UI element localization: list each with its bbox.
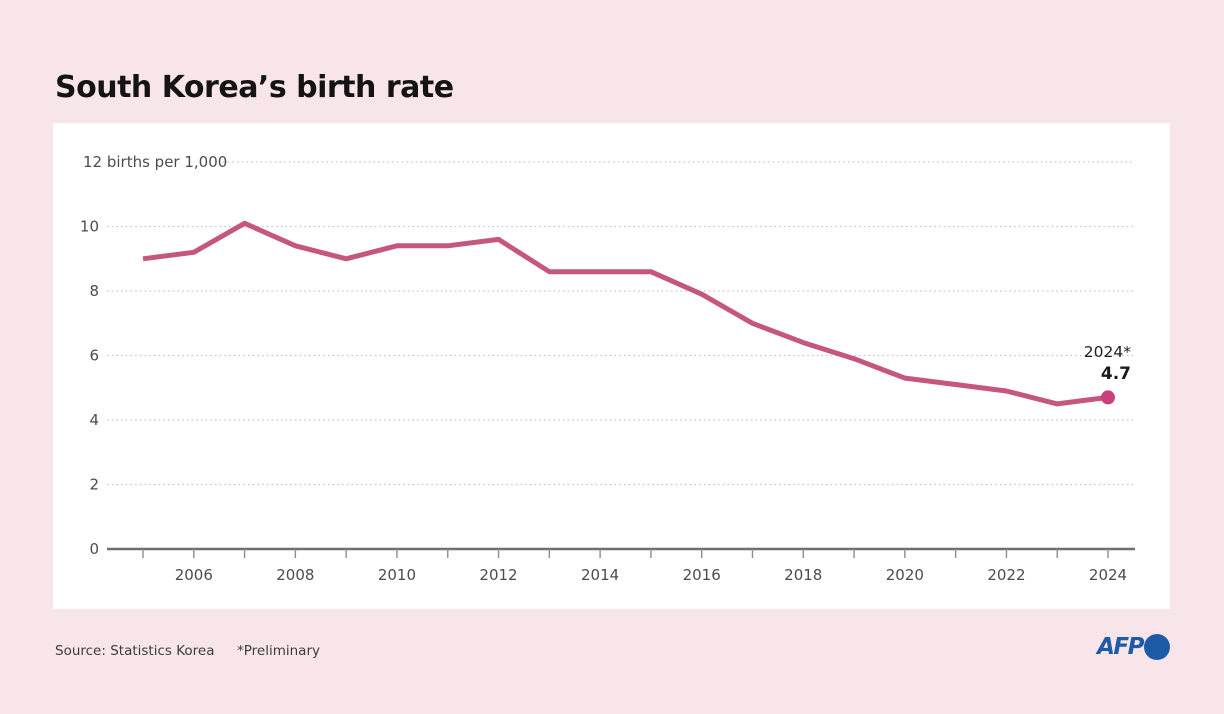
x-axis-tick-label: 2020 [886,566,924,584]
page-title: South Korea’s birth rate [55,70,454,106]
annotation-value-label: 4.7 [1101,364,1131,384]
annotation-year-label: 2024* [1084,343,1131,361]
y-axis-tick-label: 6 [89,347,99,365]
x-axis-tick-label: 2014 [581,566,619,584]
x-axis-tick-label: 2022 [987,566,1025,584]
x-axis-tick-label: 2024 [1089,566,1127,584]
y-axis-unit-label: 12 births per 1,000 [83,153,227,171]
y-axis-tick-label: 2 [89,476,99,494]
x-axis-tick-label: 2018 [784,566,822,584]
latest-point-marker [1101,390,1115,405]
x-axis-tick-label: 2016 [683,566,721,584]
x-axis-tick-label: 2010 [378,566,416,584]
y-axis-tick-label: 0 [89,540,99,558]
source-note: Source: Statistics Korea [55,643,215,659]
x-axis-tick-label: 2008 [276,566,314,584]
chart-panel: 12 births per 1,000 0 2 4 6 8 10 2006 2008 2010 20… [53,123,1170,609]
birth-rate-line-chart: 12 births per 1,000 0 2 4 6 8 10 2006 2008 2010 20… [80,153,1135,584]
preliminary-note: *Preliminary [237,643,320,659]
afp-logo-text: AFP [1097,634,1144,660]
x-axis-tick-label: 2006 [175,566,213,584]
birth-rate-series-line [142,220,1109,407]
y-axis-tick-label: 10 [80,218,99,236]
x-axis-tick-label: 2012 [479,566,517,584]
afp-logo: AFP [1097,632,1170,662]
y-axis-tick-label: 8 [89,282,99,300]
y-axis-tick-label: 4 [89,411,99,429]
afp-logo-circle-icon [1144,634,1170,660]
